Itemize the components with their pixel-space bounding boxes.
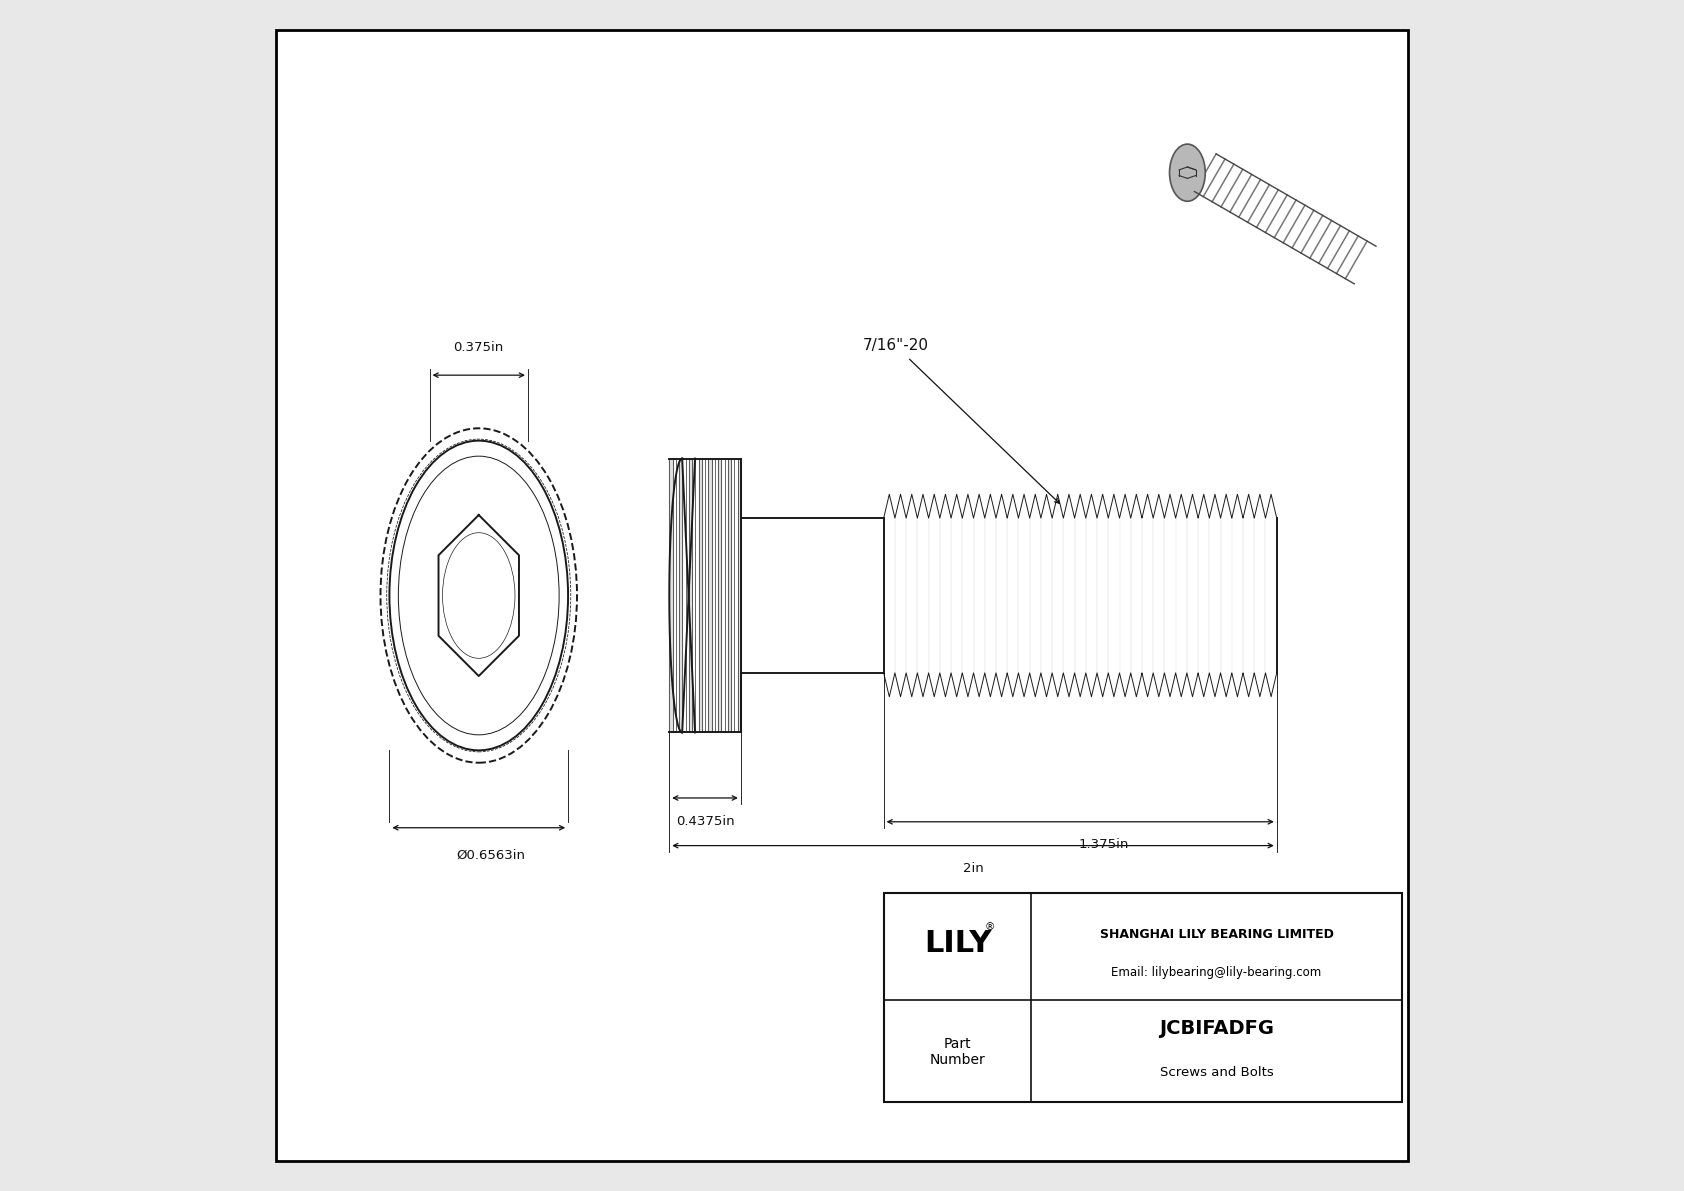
Text: 1.375in: 1.375in [1079, 838, 1130, 852]
Ellipse shape [389, 441, 568, 750]
Text: Email: lilybearing@lily-bearing.com: Email: lilybearing@lily-bearing.com [1111, 966, 1322, 979]
Text: JCBIFADFG: JCBIFADFG [1159, 1019, 1275, 1039]
Text: Part
Number: Part Number [930, 1036, 985, 1067]
Text: 0.4375in: 0.4375in [675, 815, 734, 828]
Text: 0.375in: 0.375in [453, 341, 504, 354]
Text: 7/16"-20: 7/16"-20 [862, 337, 928, 353]
FancyBboxPatch shape [884, 893, 1401, 1102]
FancyBboxPatch shape [276, 30, 1408, 1161]
Text: LILY: LILY [925, 929, 992, 958]
Text: Screws and Bolts: Screws and Bolts [1160, 1066, 1273, 1079]
Text: ®: ® [985, 922, 995, 931]
Ellipse shape [1169, 144, 1206, 201]
Text: Ø0.6563in: Ø0.6563in [456, 849, 525, 862]
Text: 2in: 2in [963, 862, 983, 875]
Text: SHANGHAI LILY BEARING LIMITED: SHANGHAI LILY BEARING LIMITED [1100, 929, 1334, 941]
